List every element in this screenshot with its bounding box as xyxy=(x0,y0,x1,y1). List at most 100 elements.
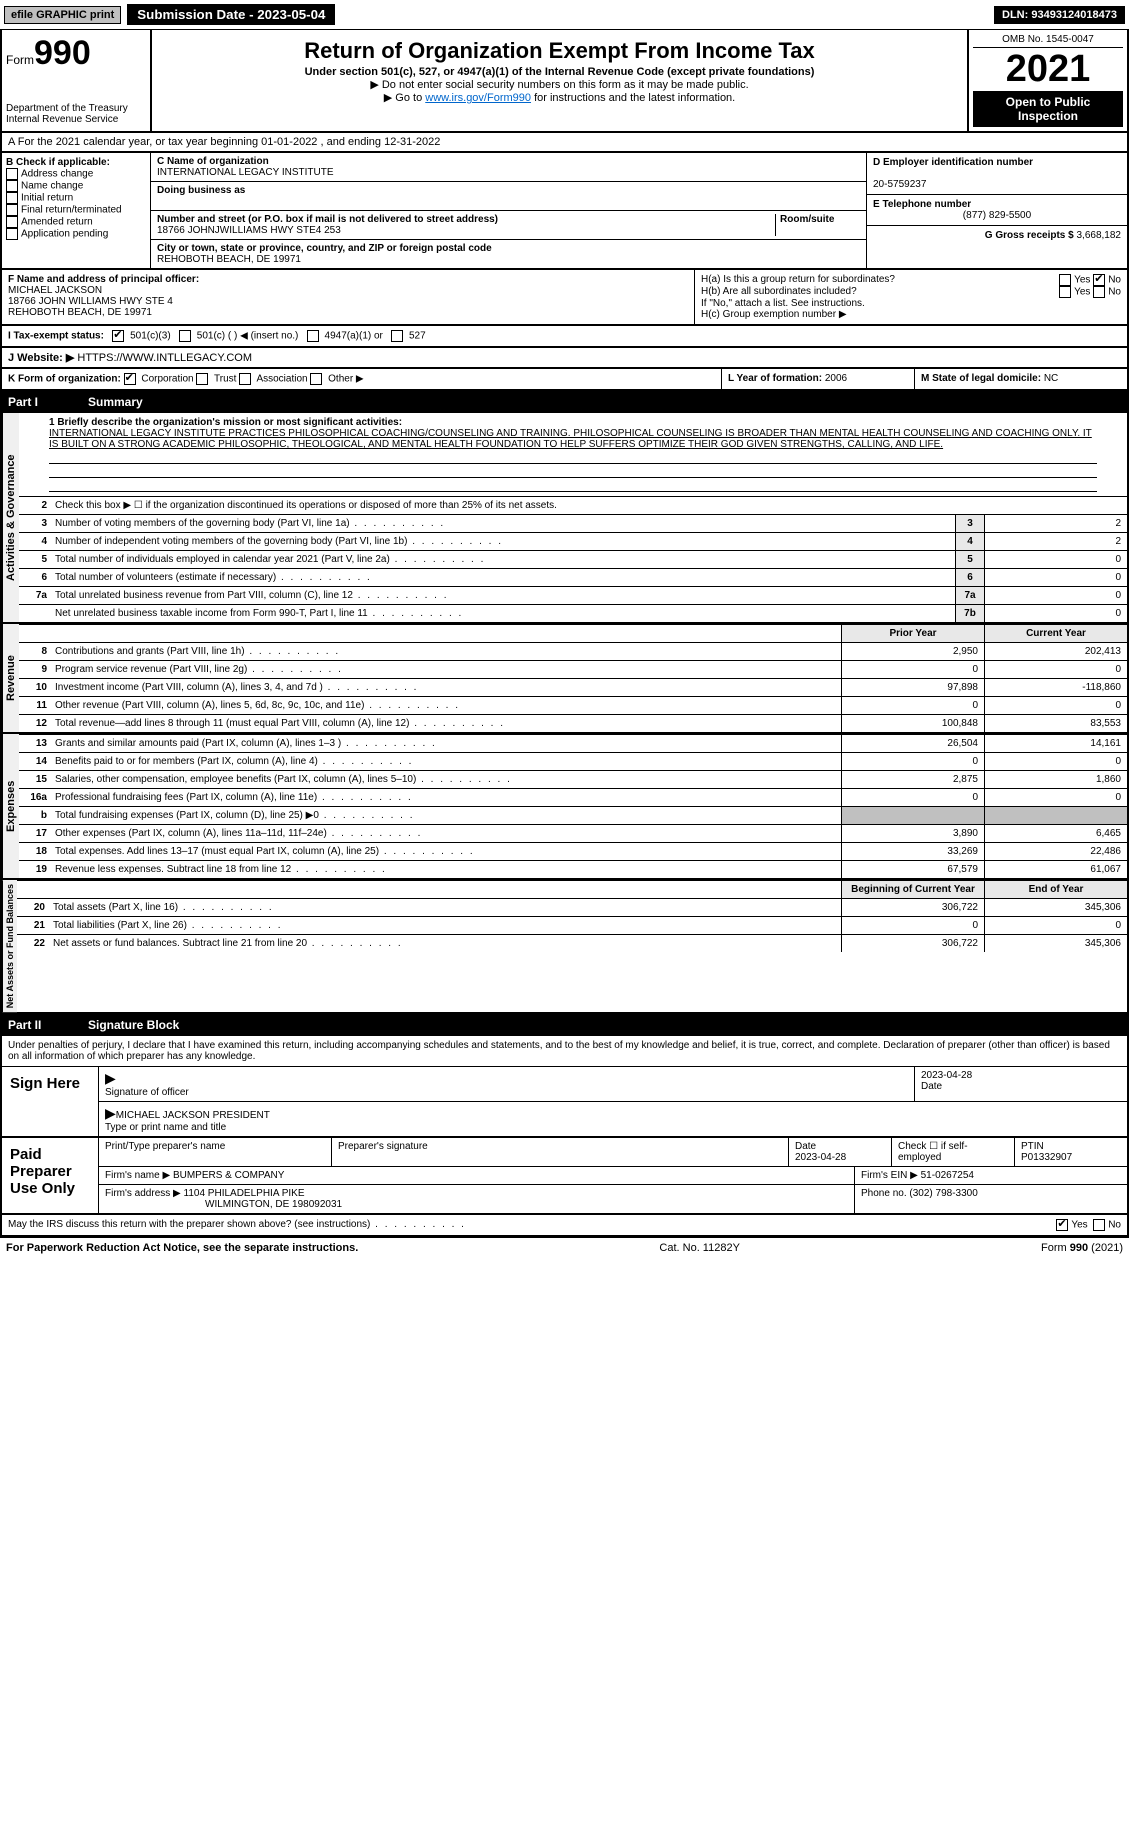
checkbox-name-change[interactable]: Name change xyxy=(6,180,146,192)
ha-no-checkbox[interactable] xyxy=(1093,274,1105,286)
firm-addr2: WILMINGTON, DE 198092031 xyxy=(205,1199,342,1210)
other-checkbox[interactable] xyxy=(310,373,322,385)
table-row: 14Benefits paid to or for members (Part … xyxy=(19,752,1127,770)
table-row: 18Total expenses. Add lines 13–17 (must … xyxy=(19,842,1127,860)
table-row: 17Other expenses (Part IX, column (A), l… xyxy=(19,824,1127,842)
submission-date-button[interactable]: Submission Date - 2023-05-04 xyxy=(127,4,335,25)
tax-year: 2021 xyxy=(973,48,1123,91)
checkbox-application-pending[interactable]: Application pending xyxy=(6,228,146,240)
hb-note: If "No," attach a list. See instructions… xyxy=(701,298,1121,309)
header-center: Return of Organization Exempt From Incom… xyxy=(152,30,967,131)
table-row: 13Grants and similar amounts paid (Part … xyxy=(19,734,1127,752)
checkbox-amended-return[interactable]: Amended return xyxy=(6,216,146,228)
firm-addr: 1104 PHILADELPHIA PIKE xyxy=(184,1188,305,1199)
sig-name-label: Type or print name and title xyxy=(105,1122,226,1133)
table-row: 15Salaries, other compensation, employee… xyxy=(19,770,1127,788)
501c-checkbox[interactable] xyxy=(179,330,191,342)
firm-phone-label: Phone no. xyxy=(861,1188,907,1199)
firm-name: BUMPERS & COMPANY xyxy=(173,1170,285,1181)
ha-yes-checkbox[interactable] xyxy=(1059,274,1071,286)
checkbox-address-change[interactable]: Address change xyxy=(6,168,146,180)
checkbox-final-return[interactable]: Final return/terminated xyxy=(6,204,146,216)
summary-block: Activities & Governance 1 Briefly descri… xyxy=(0,413,1129,1014)
gross-label: G Gross receipts $ xyxy=(985,230,1074,241)
mission-label: 1 Briefly describe the organization's mi… xyxy=(49,417,1097,428)
hc-label: H(c) Group exemption number ▶ xyxy=(701,309,1121,320)
street-value: 18766 JOHNJWILLIAMS HWY STE4 253 xyxy=(157,225,341,236)
domicile-label: M State of legal domicile: xyxy=(921,373,1041,384)
discuss-no-checkbox[interactable] xyxy=(1093,1219,1105,1231)
section-f-h: F Name and address of principal officer:… xyxy=(0,270,1129,326)
table-row: 9Program service revenue (Part VIII, lin… xyxy=(19,660,1127,678)
street-label: Number and street (or P.O. box if mail i… xyxy=(157,214,498,225)
phone-value: (877) 829-5500 xyxy=(873,210,1121,221)
revenue-header-row: Prior Year Current Year xyxy=(19,624,1127,642)
trust-checkbox[interactable] xyxy=(196,373,208,385)
form-header: Form990 Department of the Treasury Inter… xyxy=(0,30,1129,133)
footer-left: For Paperwork Reduction Act Notice, see … xyxy=(6,1242,358,1254)
ein-value: 20-5759237 xyxy=(873,179,926,190)
hb-no-checkbox[interactable] xyxy=(1093,286,1105,298)
begin-year-header: Beginning of Current Year xyxy=(841,881,984,898)
table-row: 19Revenue less expenses. Subtract line 1… xyxy=(19,860,1127,878)
end-year-header: End of Year xyxy=(984,881,1127,898)
discuss-yes-checkbox[interactable] xyxy=(1056,1219,1068,1231)
4947-checkbox[interactable] xyxy=(307,330,319,342)
section-a: A For the 2021 calendar year, or tax yea… xyxy=(0,133,1129,153)
footer: For Paperwork Reduction Act Notice, see … xyxy=(0,1237,1129,1258)
ha-label: H(a) Is this a group return for subordin… xyxy=(701,274,895,286)
tax-status-label: I Tax-exempt status: xyxy=(8,331,104,342)
section-f: F Name and address of principal officer:… xyxy=(2,270,695,324)
mission-section: 1 Briefly describe the organization's mi… xyxy=(19,413,1127,496)
table-row: 11Other revenue (Part VIII, column (A), … xyxy=(19,696,1127,714)
501c3-checkbox[interactable] xyxy=(112,330,124,342)
part2-title: Signature Block xyxy=(88,1018,179,1032)
table-row: 7aTotal unrelated business revenue from … xyxy=(19,586,1127,604)
table-row: 3Number of voting members of the governi… xyxy=(19,514,1127,532)
header-left: Form990 Department of the Treasury Inter… xyxy=(2,30,152,131)
mission-text: INTERNATIONAL LEGACY INSTITUTE PRACTICES… xyxy=(49,428,1097,450)
form-label: Form xyxy=(6,53,34,67)
table-row: 12Total revenue—add lines 8 through 11 (… xyxy=(19,714,1127,732)
table-row: 8Contributions and grants (Part VIII, li… xyxy=(19,642,1127,660)
527-checkbox[interactable] xyxy=(391,330,403,342)
org-name-label: C Name of organization xyxy=(157,156,269,167)
prep-col-sig: Preparer's signature xyxy=(332,1138,789,1166)
table-row: 20Total assets (Part X, line 16)306,7223… xyxy=(17,898,1127,916)
part2-label: Part II xyxy=(8,1018,88,1032)
section-h: H(a) Is this a group return for subordin… xyxy=(695,270,1127,324)
ein-label: D Employer identification number xyxy=(873,157,1033,168)
top-bar: efile GRAPHIC print Submission Date - 20… xyxy=(0,0,1129,30)
sig-date-label: Date xyxy=(921,1081,942,1092)
section-l: L Year of formation: 2006 xyxy=(721,369,914,389)
phone-label: E Telephone number xyxy=(873,199,971,210)
form-title: Return of Organization Exempt From Incom… xyxy=(158,38,961,64)
assoc-checkbox[interactable] xyxy=(239,373,251,385)
domicile-value: NC xyxy=(1044,373,1058,384)
sig-name: MICHAEL JACKSON PRESIDENT xyxy=(116,1110,270,1121)
year-formation-label: L Year of formation: xyxy=(728,373,822,384)
section-m: M State of legal domicile: NC xyxy=(914,369,1127,389)
hb-yes-checkbox[interactable] xyxy=(1059,286,1071,298)
prep-col-self: Check ☐ if self-employed xyxy=(892,1138,1015,1166)
preparer-label: Paid Preparer Use Only xyxy=(2,1138,99,1213)
section-i: I Tax-exempt status: 501(c)(3) 501(c) ( … xyxy=(2,326,1127,346)
table-row: 22Net assets or fund balances. Subtract … xyxy=(17,934,1127,952)
website-label: J Website: ▶ xyxy=(8,352,74,364)
sig-date: 2023-04-28 xyxy=(921,1070,972,1081)
omb-number: OMB No. 1545-0047 xyxy=(973,34,1123,48)
corp-checkbox[interactable] xyxy=(124,373,136,385)
irs-link[interactable]: www.irs.gov/Form990 xyxy=(425,92,531,104)
gross-value: 3,668,182 xyxy=(1077,230,1122,241)
netassets-header-row: Beginning of Current Year End of Year xyxy=(17,880,1127,898)
checkbox-initial-return[interactable]: Initial return xyxy=(6,192,146,204)
activities-vert-label: Activities & Governance xyxy=(2,413,19,622)
website-value: HTTPS://WWW.INTLLEGACY.COM xyxy=(77,352,252,364)
efile-tag: efile GRAPHIC print xyxy=(4,6,121,24)
dba-label: Doing business as xyxy=(157,185,245,196)
table-row: Net unrelated business taxable income fr… xyxy=(19,604,1127,622)
form-org-label: K Form of organization: xyxy=(8,374,121,385)
dept-label: Department of the Treasury xyxy=(6,103,146,114)
table-row: 21Total liabilities (Part X, line 26)00 xyxy=(17,916,1127,934)
form-subtitle: Under section 501(c), 527, or 4947(a)(1)… xyxy=(158,66,961,78)
